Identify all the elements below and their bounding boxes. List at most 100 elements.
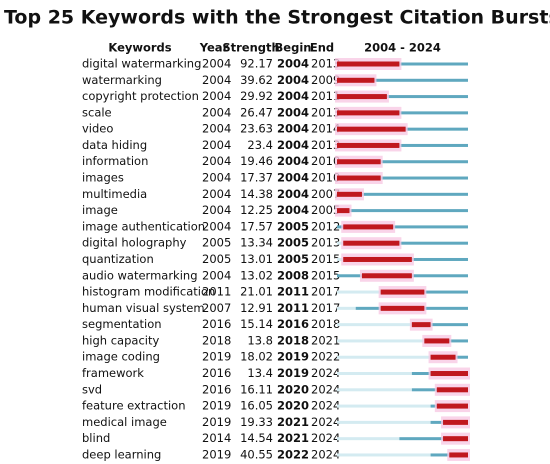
strength: 15.14 — [240, 317, 273, 331]
active-period — [337, 225, 468, 229]
year: 2004 — [202, 138, 231, 152]
burst — [337, 142, 400, 148]
begin: 2011 — [277, 301, 309, 315]
column-header: Strength — [222, 41, 279, 55]
year: 2016 — [202, 366, 231, 380]
burst — [337, 77, 375, 83]
begin: 2011 — [277, 285, 309, 299]
active-period — [411, 323, 468, 327]
end: 2013 — [311, 236, 340, 250]
burst — [411, 322, 431, 328]
strength: 21.01 — [240, 285, 273, 299]
burst — [380, 305, 425, 311]
strength: 39.62 — [240, 73, 273, 87]
active-period — [337, 143, 468, 147]
year: 2019 — [202, 399, 231, 413]
strength: 13.4 — [247, 366, 273, 380]
end: 2007 — [311, 187, 340, 201]
begin: 2004 — [277, 187, 309, 201]
year: 2014 — [202, 431, 231, 445]
end: 2009 — [311, 73, 340, 87]
year: 2016 — [202, 382, 231, 396]
end: 2005 — [311, 203, 340, 217]
strength: 92.17 — [240, 57, 273, 71]
burst — [337, 126, 406, 132]
year: 2005 — [202, 236, 231, 250]
strength: 14.54 — [240, 431, 273, 445]
chart-title: Top 25 Keywords with the Strongest Citat… — [4, 7, 550, 29]
end: 2013 — [311, 138, 340, 152]
burst — [343, 240, 400, 246]
keyword: blind — [82, 431, 110, 445]
keyword: framework — [82, 366, 144, 380]
pre-period — [337, 420, 431, 424]
end: 2010 — [311, 171, 340, 185]
year: 2004 — [202, 57, 231, 71]
strength: 23.63 — [240, 122, 273, 136]
year: 2005 — [202, 252, 231, 266]
burst — [424, 338, 450, 344]
begin: 2004 — [277, 203, 309, 217]
burst — [337, 208, 350, 214]
keyword: multimedia — [82, 187, 147, 201]
end: 2017 — [311, 285, 340, 299]
strength: 19.46 — [240, 154, 273, 168]
end: 2013 — [311, 105, 340, 119]
keyword: human visual system — [82, 301, 205, 315]
end: 2024 — [311, 366, 340, 380]
keyword: image authentication — [82, 219, 205, 233]
strength: 18.02 — [240, 350, 273, 364]
begin: 2004 — [277, 138, 309, 152]
active-period — [337, 111, 468, 115]
year: 2004 — [202, 203, 231, 217]
burst — [337, 94, 387, 100]
begin: 2005 — [277, 252, 309, 266]
end: 2010 — [311, 154, 340, 168]
keyword: histogram modification — [82, 285, 215, 299]
begin: 2008 — [277, 268, 309, 282]
strength: 13.34 — [240, 236, 273, 250]
year: 2004 — [202, 89, 231, 103]
year: 2019 — [202, 447, 231, 461]
begin: 2021 — [277, 415, 309, 429]
begin: 2020 — [277, 399, 309, 413]
year: 2004 — [202, 73, 231, 87]
column-header: Year — [199, 41, 229, 55]
strength: 26.47 — [240, 105, 273, 119]
begin: 2005 — [277, 219, 309, 233]
begin: 2004 — [277, 154, 309, 168]
keyword: feature extraction — [82, 399, 186, 413]
column-header: End — [310, 41, 334, 55]
end: 2017 — [311, 301, 340, 315]
burst — [337, 175, 381, 181]
keyword: video — [82, 122, 113, 136]
active-period — [337, 95, 468, 99]
keyword: information — [82, 154, 148, 168]
pre-period — [337, 404, 431, 408]
burst — [343, 256, 412, 262]
active-period — [337, 78, 468, 82]
year: 2019 — [202, 350, 231, 364]
strength: 13.8 — [247, 333, 273, 347]
begin: 2018 — [277, 333, 309, 347]
burst — [343, 224, 394, 230]
strength: 29.92 — [240, 89, 273, 103]
begin: 2019 — [277, 366, 309, 380]
burst — [337, 191, 362, 197]
begin: 2016 — [277, 317, 309, 331]
year: 2004 — [202, 105, 231, 119]
year: 2018 — [202, 333, 231, 347]
strength: 16.05 — [240, 399, 273, 413]
burst — [380, 289, 425, 295]
keyword: data hiding — [82, 138, 147, 152]
year: 2007 — [202, 301, 231, 315]
keyword: image coding — [82, 350, 160, 364]
burst — [436, 403, 468, 409]
end: 2011 — [311, 89, 340, 103]
burst — [443, 419, 468, 425]
end: 2024 — [311, 382, 340, 396]
year: 2004 — [202, 187, 231, 201]
pre-period — [337, 372, 412, 376]
strength: 14.38 — [240, 187, 273, 201]
